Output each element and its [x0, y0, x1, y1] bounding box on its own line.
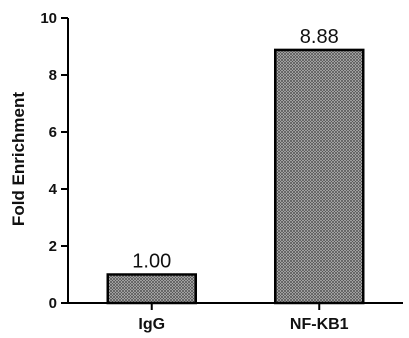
x-axis: IgG NF-KB1 [68, 302, 403, 333]
y-tick-label: 10 [40, 10, 57, 27]
y-tick-label: 8 [49, 67, 57, 84]
bar-nf-kb1 [274, 48, 365, 305]
x-tick-label: NF-KB1 [290, 316, 349, 333]
bars: 1.00 8.88 [106, 26, 365, 305]
y-tick-label: 0 [49, 295, 57, 312]
x-tick-label: IgG [138, 316, 165, 333]
y-tick-label: 6 [49, 124, 57, 141]
data-label: 8.88 [300, 26, 339, 48]
y-axis: 0 2 4 6 8 10 [40, 10, 69, 312]
bar-igg [106, 273, 197, 305]
y-tick-label: 4 [49, 181, 58, 198]
y-axis-label: Fold Enrichment [9, 92, 28, 226]
data-label: 1.00 [132, 251, 171, 273]
y-tick-label: 2 [49, 238, 57, 255]
